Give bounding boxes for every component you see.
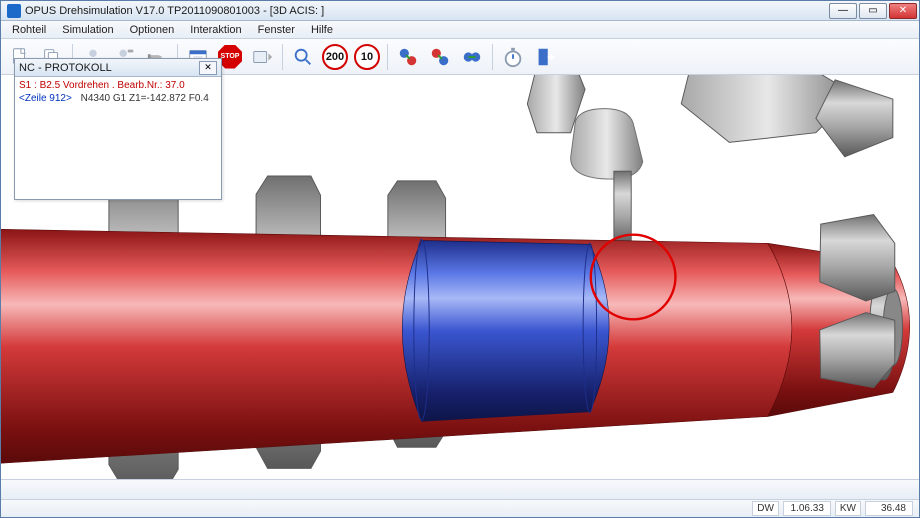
nc-line-1: S1 : B2.5 Vordrehen . Bearb.Nr.: 37.0 <box>19 79 217 92</box>
speed-sign-icon: 200 <box>322 44 348 70</box>
speed-200-button[interactable]: 200 <box>320 42 350 72</box>
app-icon <box>7 4 21 18</box>
menu-hilfe[interactable]: Hilfe <box>304 23 340 37</box>
nc-line-2: <Zeile 912> N4340 G1 Z1=-142.872 F0.4 <box>19 92 217 105</box>
panel-body: S1 : B2.5 Vordrehen . Bearb.Nr.: 37.0 <Z… <box>15 77 221 199</box>
speed-10-button[interactable]: 10 <box>352 42 382 72</box>
menubar: Rohteil Simulation Optionen Interaktion … <box>1 21 919 39</box>
panel-title-text: NC - PROTOKOLL <box>19 62 199 74</box>
nc-line-2-code: N4340 G1 Z1=-142.872 F0.4 <box>81 93 209 104</box>
menu-interaktion[interactable]: Interaktion <box>183 23 248 37</box>
magnifier-icon <box>292 46 314 68</box>
speed-sign-icon: 10 <box>354 44 380 70</box>
toolbar-separator <box>282 44 283 70</box>
menu-rohteil[interactable]: Rohteil <box>5 23 53 37</box>
link-blue-icon <box>397 46 419 68</box>
play-icon <box>251 46 273 68</box>
minimize-button[interactable]: — <box>829 3 857 19</box>
statusbar-upper <box>1 479 919 499</box>
play-button[interactable] <box>247 42 277 72</box>
toolbar-separator <box>492 44 493 70</box>
exit-button[interactable] <box>530 42 560 72</box>
panel-close-button[interactable]: ✕ <box>199 61 217 75</box>
menu-simulation[interactable]: Simulation <box>55 23 120 37</box>
link2-button[interactable] <box>425 42 455 72</box>
status-dw-value: 1.06.33 <box>783 501 831 516</box>
link-red-icon <box>429 46 451 68</box>
link3-button[interactable] <box>457 42 487 72</box>
statusbar-lower: DW 1.06.33 KW 36.48 <box>1 499 919 517</box>
close-button[interactable]: ✕ <box>889 3 917 19</box>
nc-line-2-prefix: <Zeile 912> <box>19 93 72 104</box>
toolbar-separator <box>387 44 388 70</box>
link-green-icon <box>461 46 483 68</box>
nc-protokoll-panel[interactable]: NC - PROTOKOLL ✕ S1 : B2.5 Vordrehen . B… <box>14 58 222 200</box>
menu-fenster[interactable]: Fenster <box>251 23 302 37</box>
maximize-button[interactable]: ▭ <box>859 3 887 19</box>
menu-optionen[interactable]: Optionen <box>123 23 182 37</box>
status-dw-label: DW <box>752 501 779 516</box>
stopwatch-icon <box>502 46 524 68</box>
status-kw-value: 36.48 <box>865 501 913 516</box>
link1-button[interactable] <box>393 42 423 72</box>
titlebar: OPUS Drehsimulation V17.0 TP201109080100… <box>1 1 919 21</box>
window-controls: — ▭ ✕ <box>829 3 917 19</box>
search-button[interactable] <box>288 42 318 72</box>
status-kw-label: KW <box>835 501 861 516</box>
timer-button[interactable] <box>498 42 528 72</box>
window-title: OPUS Drehsimulation V17.0 TP201109080100… <box>25 5 829 17</box>
panel-titlebar[interactable]: NC - PROTOKOLL ✕ <box>15 59 221 77</box>
door-icon <box>534 46 556 68</box>
